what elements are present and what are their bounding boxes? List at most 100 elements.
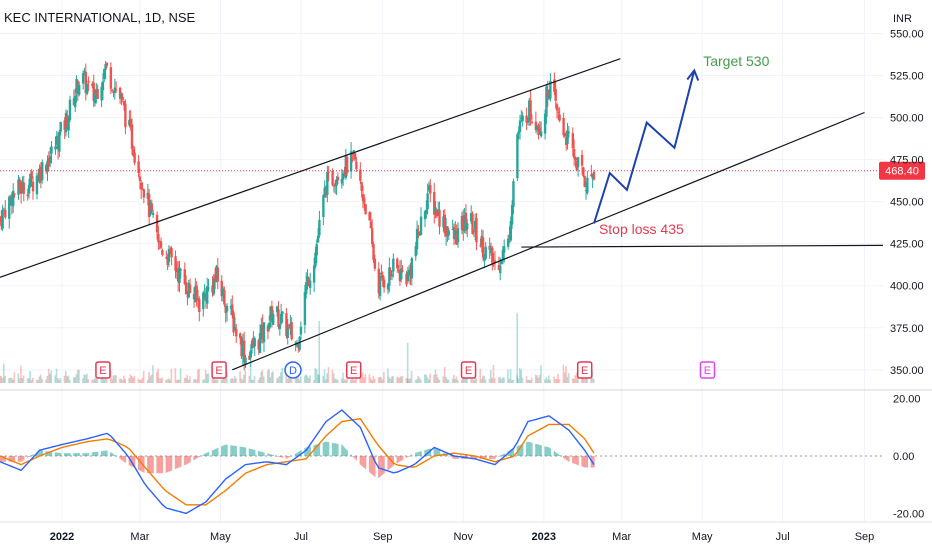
macd-histogram-bar (50, 451, 53, 456)
volume-bar (544, 379, 546, 383)
candle-body (454, 229, 457, 240)
volume-bar (371, 379, 373, 383)
volume-bar (113, 375, 116, 383)
macd-histogram-bar (49, 451, 51, 456)
candle-body (415, 228, 419, 250)
macd-histogram-bar (416, 452, 418, 456)
volume-bar (17, 373, 20, 383)
candle-body (55, 136, 58, 145)
candle-body (297, 343, 300, 348)
volume-bar (396, 376, 398, 383)
future-earnings-marker: E (699, 361, 716, 379)
macd-histogram-bar (259, 451, 261, 456)
candle-body (76, 80, 80, 94)
volume-bar (20, 365, 22, 383)
macd-histogram-bar (382, 456, 384, 475)
volume-bar (220, 379, 223, 383)
candle-body (380, 272, 383, 275)
macd-histogram-bar (577, 456, 579, 466)
macd-histogram-bar (471, 456, 474, 459)
candle-body (231, 304, 234, 316)
volume-bar (565, 366, 567, 383)
projection-arrowhead (686, 68, 700, 81)
macd-histogram-bar (244, 447, 247, 456)
candle-body (112, 91, 115, 94)
candle-body (260, 324, 263, 335)
volume-bar (266, 370, 269, 383)
candle-body (396, 258, 399, 269)
macd-histogram-bar (389, 456, 392, 468)
macd-histogram-bar (56, 452, 58, 456)
candle-body (18, 179, 21, 191)
candle-body (118, 87, 122, 99)
volume-bar (418, 377, 421, 383)
volume-bar (92, 379, 95, 383)
candle-body (1, 209, 4, 229)
macd-histogram-bar (405, 456, 408, 458)
time-tick-label: Mar (612, 531, 631, 543)
candle-body (30, 171, 33, 179)
volume-bar (571, 378, 574, 383)
marker-box (576, 361, 593, 379)
macd-histogram-bar (186, 456, 189, 464)
projection-path (592, 70, 696, 224)
volume-bar (534, 374, 537, 383)
macd-histogram-bar (12, 456, 14, 462)
volume-bar (215, 379, 218, 383)
macd-histogram-bar (429, 448, 431, 456)
price-tick-label: 425.00 (890, 239, 924, 251)
macd-histogram-bar (120, 456, 123, 460)
candle-body (491, 247, 494, 264)
candle-body (475, 218, 478, 243)
macd-histogram-bar (149, 456, 152, 474)
candle-body (471, 213, 474, 234)
macd-histogram-bar (474, 456, 476, 459)
macd-histogram-bar (371, 456, 373, 475)
candle-body (372, 244, 375, 261)
macd-histogram-bar (78, 453, 80, 456)
macd-histogram-bar (327, 442, 330, 456)
candle-body (194, 286, 197, 303)
volume-bar (223, 378, 225, 383)
macd-histogram-bar (198, 456, 201, 457)
volume-bar (68, 379, 71, 383)
volume-bar (207, 373, 210, 383)
volume-bar (435, 374, 438, 383)
earnings-marker: E (460, 361, 477, 379)
macd-histogram-bar (399, 456, 401, 462)
macd-histogram-bar (545, 446, 548, 456)
marker-box (95, 361, 111, 379)
volume-bar (55, 368, 58, 383)
candle-body (192, 293, 196, 300)
candle-body (285, 313, 288, 337)
macd-histogram-bar (54, 452, 57, 456)
volume-bar (314, 368, 317, 383)
candle-body (427, 185, 431, 191)
volume-bar (343, 379, 346, 383)
candle-body (72, 98, 76, 106)
volume-bar (455, 376, 458, 383)
volume-bar (156, 371, 158, 383)
macd-histogram-bar (269, 454, 272, 456)
volume-bar (170, 368, 173, 383)
macd-histogram-bar (345, 448, 347, 456)
volume-bar (519, 367, 521, 383)
volume-bar (203, 379, 206, 383)
macd-histogram-bar (400, 456, 402, 461)
volume-bar (21, 377, 24, 383)
volume-bar (157, 368, 159, 383)
earnings-marker: E (211, 361, 227, 379)
volume-bar (86, 373, 88, 383)
candle-body (508, 235, 511, 238)
volume-bar (66, 376, 68, 383)
volume-bar (252, 379, 255, 383)
macd-histogram-bar (223, 445, 226, 456)
candle-body (120, 94, 123, 98)
macd-histogram-bar (411, 454, 413, 456)
macd-histogram-bar (535, 443, 537, 456)
candle-body (558, 114, 561, 121)
macd-histogram-bar (306, 447, 309, 456)
volume-bar (2, 363, 5, 383)
volume-bar (244, 370, 247, 383)
